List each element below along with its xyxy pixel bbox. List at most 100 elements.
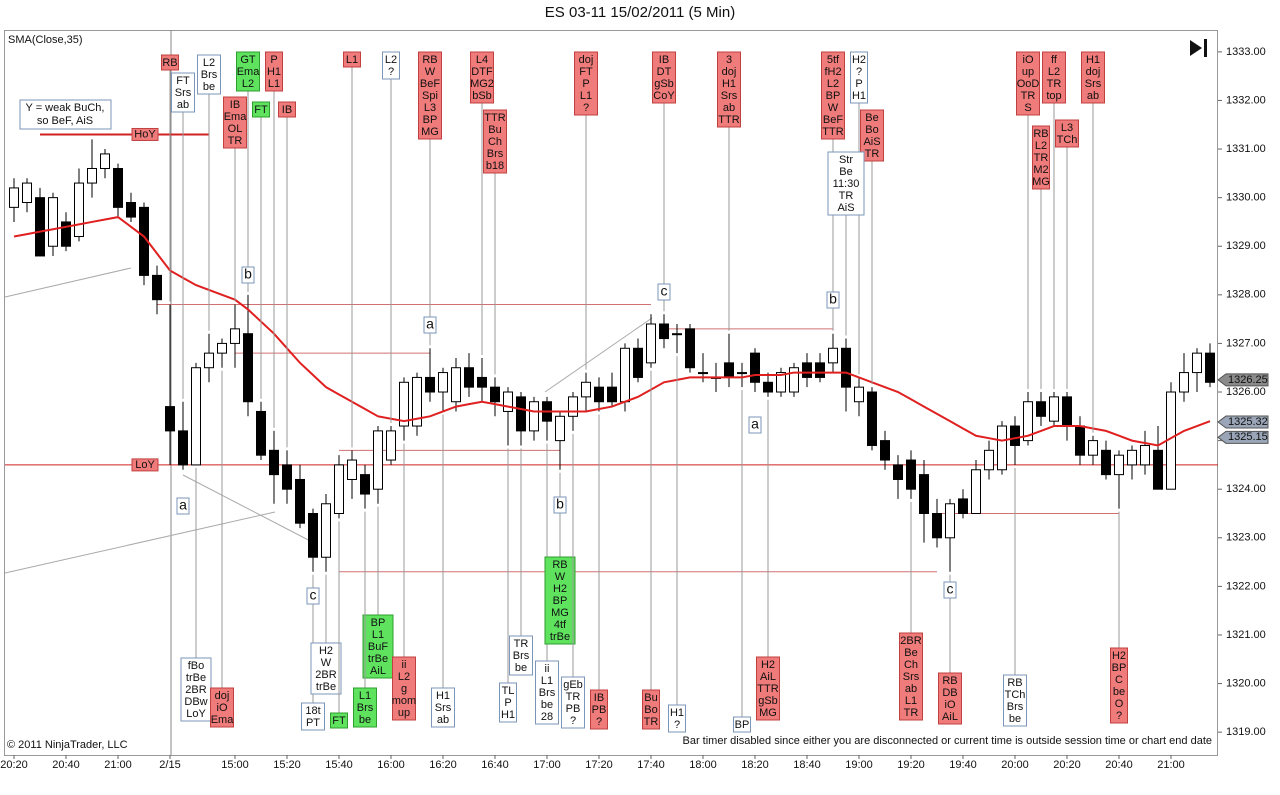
annotation-text: BP <box>423 114 438 126</box>
annotation-text: 11:30 <box>833 178 860 190</box>
annotation-box <box>1081 51 1105 104</box>
annotation-box <box>499 682 517 723</box>
candle-body <box>438 372 448 393</box>
key-level-label: LoY <box>135 459 155 471</box>
y-tick-label: 1321.00 <box>1226 629 1266 641</box>
annotation-text: H1 <box>267 66 281 78</box>
annotation-text: ? <box>583 102 589 114</box>
x-tick-label: 19:40 <box>949 759 977 771</box>
play-icon[interactable] <box>1190 40 1202 56</box>
annotation-box <box>509 635 533 676</box>
annotation-text: iO <box>217 702 228 714</box>
candle-body <box>737 372 747 375</box>
candle-body <box>152 274 162 301</box>
annotation-box <box>938 672 962 725</box>
annotation-text: Brs <box>201 69 218 81</box>
key-level-tag <box>131 127 159 141</box>
candle-body <box>932 512 942 539</box>
annotation-text: FT <box>176 75 190 87</box>
x-tick-label: 19:20 <box>897 759 925 771</box>
candle-body <box>1049 396 1059 422</box>
annotation-text: Str <box>839 154 853 166</box>
annotation-text: DTF <box>471 66 493 78</box>
annotation-text: TTR <box>822 126 843 138</box>
annotation-box <box>733 716 751 733</box>
candle-body <box>659 323 669 340</box>
candle-body <box>1179 372 1189 393</box>
y-tick-label: 1322.00 <box>1226 580 1266 592</box>
status-text: Bar timer disabled since either you are … <box>683 735 1213 747</box>
annotation-text: TTR <box>484 112 505 124</box>
annotation-text: H1 <box>501 709 515 721</box>
annotation-text: FT <box>332 715 346 727</box>
annotation-text: ? <box>856 66 862 78</box>
annotation-text: TR <box>1047 78 1062 90</box>
annotation-text: H2 <box>852 54 866 66</box>
annotation-box <box>310 642 342 695</box>
candle-body <box>1153 449 1163 490</box>
candle-body <box>22 182 32 204</box>
x-tick-label: 20:40 <box>52 759 80 771</box>
annotation-text: BuF <box>368 641 388 653</box>
annotation-text: AiS <box>837 202 854 214</box>
annotation-text: H1 <box>1086 54 1100 66</box>
annotation-text: L2 <box>203 57 215 69</box>
candle-body <box>672 333 682 336</box>
x-tick-label: 18:40 <box>793 759 821 771</box>
candle-body <box>516 396 526 432</box>
annotation-text: Srs <box>903 671 920 683</box>
candle-body <box>113 167 123 208</box>
annotation-box <box>197 54 221 95</box>
candle-body <box>646 323 656 364</box>
annotation-text: TR <box>514 638 529 650</box>
annotation-text: RB <box>422 54 437 66</box>
annotation-text: H1 <box>670 707 684 719</box>
annotation-text: FT <box>254 104 268 116</box>
annotation-text: RB <box>552 559 567 571</box>
annotation-box <box>392 656 416 721</box>
annotation-text: 4tf <box>554 619 567 631</box>
swing-box <box>657 283 671 301</box>
annotation-text: ? <box>570 715 576 727</box>
annotation-text: doj <box>215 690 230 702</box>
candle-body <box>880 440 890 461</box>
annotation-text: gEb <box>563 679 583 691</box>
candle-body <box>802 362 812 378</box>
candle-body <box>997 425 1007 471</box>
annotation-box <box>431 687 455 728</box>
copyright: © 2011 NinjaTrader, LLC <box>7 739 128 751</box>
annotation-text: L1 <box>268 78 280 90</box>
annotation-box <box>652 51 676 104</box>
annotation-text: ? <box>1116 710 1122 722</box>
annotation-text: H1 <box>852 90 866 102</box>
annotation-text: L1 <box>580 90 592 102</box>
annotation-text: H1 <box>722 78 736 90</box>
candle-body <box>1062 396 1072 427</box>
candle-body <box>529 401 539 432</box>
annotation-text: P <box>504 697 511 709</box>
annotation-text: S <box>1024 102 1031 114</box>
annotation-text: W <box>828 102 839 114</box>
annotation-box <box>343 51 361 68</box>
annotation-text: L2 <box>385 54 397 66</box>
candle-body <box>685 328 695 369</box>
candle-body <box>958 498 968 514</box>
annotation-text: mom <box>392 695 416 707</box>
annotation-text: b18 <box>486 160 504 172</box>
annotation-text: PT <box>306 717 320 729</box>
annotation-text: Brs <box>539 687 556 699</box>
swing-box <box>176 497 190 515</box>
x-tick-label: 18:00 <box>689 759 717 771</box>
x-tick-label: 20:00 <box>1001 759 1029 771</box>
candle-body <box>334 464 344 514</box>
annotation-text: 28 <box>541 711 553 723</box>
candle-body <box>1036 401 1046 417</box>
swing-box <box>241 266 255 284</box>
play-icon-bar[interactable] <box>1204 39 1207 57</box>
annotation-text: MG <box>421 126 439 138</box>
annotation-text: up <box>398 707 410 719</box>
annotation-text: DB <box>942 687 957 699</box>
annotation-text: 2BR <box>900 635 921 647</box>
